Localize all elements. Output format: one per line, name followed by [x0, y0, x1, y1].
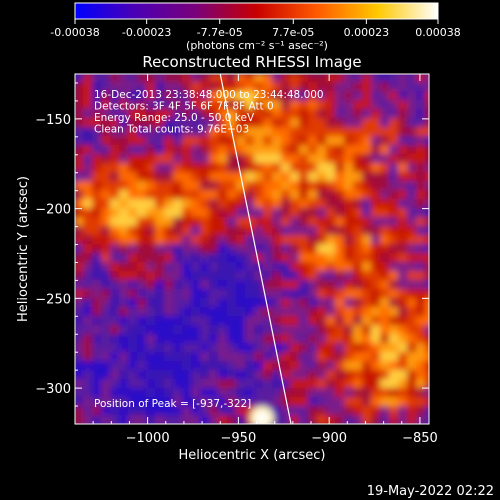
colorbar-tick-label: -0.00038: [50, 26, 99, 39]
y-axis: −300 −250 −200 −150: [35, 82, 429, 425]
y-tick-label: −150: [35, 113, 71, 128]
x-axis: −1000 −950 −900 −850: [92, 74, 438, 446]
colorbar: -0.00038 -0.00023 -7.7e-05 7.7e-05 0.00023 0.…: [50, 2, 461, 52]
colorbar-tick-label: -0.00023: [122, 26, 171, 39]
y-tick-label: −250: [35, 292, 71, 307]
info-annotations: 16-Dec-2013 23:38:48.000 to 23:44:48.000…: [94, 89, 324, 136]
chart-title: Reconstructed RHESSI Image: [142, 53, 361, 71]
colorbar-gradient: [74, 2, 439, 20]
annotation-line: Detectors: 3F 4F 5F 6F 7F 8F Att 0: [94, 101, 274, 113]
colorbar-tick-labels: -0.00038 -0.00023 -7.7e-05 7.7e-05 0.00023 0.…: [50, 26, 460, 39]
y-tick-label: −200: [35, 203, 71, 218]
plot-frame: [74, 73, 430, 425]
colorbar-tick-label: 0.00023: [344, 26, 390, 39]
colorbar-tick-label: 7.7e-05: [272, 26, 314, 39]
solar-limb-line: [219, 74, 292, 424]
colorbar-unit-label: (photons cm⁻² s⁻¹ asec⁻²): [186, 39, 328, 52]
x-axis-label: Heliocentric X (arcsec): [179, 448, 326, 463]
annotation-line: 16-Dec-2013 23:38:48.000 to 23:44:48.000: [94, 89, 324, 101]
x-tick-label: −850: [402, 431, 438, 446]
y-axis-label: Heliocentric Y (arcsec): [16, 176, 31, 322]
annotation-line: Energy Range: 25.0 - 50.0 keV: [94, 112, 255, 124]
footer-timestamp: 19-May-2022 02:22: [367, 484, 494, 499]
x-tick-label: −900: [311, 431, 347, 446]
x-tick-label: −1000: [126, 431, 170, 446]
peak-position-label: Position of Peak = [-937,-322]: [94, 398, 251, 410]
colorbar-ticks: [74, 19, 439, 24]
y-tick-label: −300: [35, 382, 71, 397]
x-tick-label: −950: [221, 431, 257, 446]
heatmap: [75, 74, 429, 424]
annotation-line: Clean Total counts: 9.76E+03: [94, 124, 249, 136]
colorbar-tick-label: 0.00038: [415, 26, 461, 39]
colorbar-tick-label: -7.7e-05: [197, 26, 243, 39]
